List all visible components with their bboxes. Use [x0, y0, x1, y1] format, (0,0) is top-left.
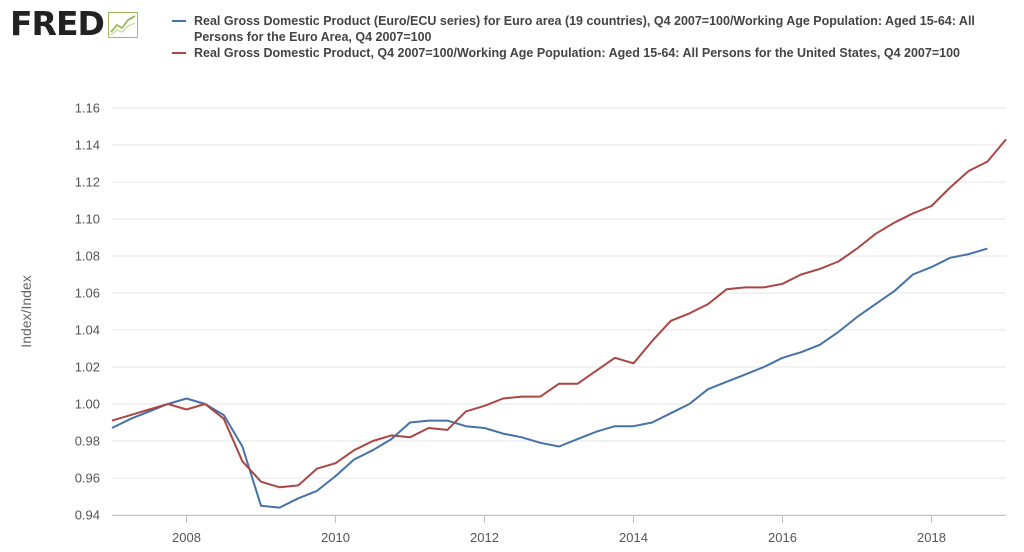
- series-line-united-states[interactable]: [111, 138, 1007, 489]
- y-tick-label: 1.06: [75, 286, 100, 301]
- legend-label-united-states: Real Gross Domestic Product, Q4 2007=100…: [194, 46, 960, 60]
- y-tick-label: 1.10: [75, 212, 100, 227]
- axes: [112, 515, 1006, 523]
- series-line-euro-area[interactable]: [111, 247, 988, 509]
- series-lines: [111, 138, 1007, 509]
- x-tick-label: 2012: [470, 530, 499, 545]
- y-tick-label: 1.14: [75, 138, 100, 153]
- x-tick-label: 2010: [321, 530, 350, 545]
- x-tick-label: 2014: [619, 530, 648, 545]
- chart-header: FRED Real Gross Domestic Product (Euro/E…: [0, 0, 1024, 100]
- y-tick-label: 1.12: [75, 175, 100, 190]
- legend-swatch-euro-area: [172, 20, 186, 22]
- trend-line-icon: [107, 12, 138, 38]
- chart-legend: Real Gross Domestic Product (Euro/ECU se…: [172, 13, 1012, 61]
- y-tick-label: 0.98: [75, 434, 100, 449]
- logo-text: FRED: [10, 4, 105, 43]
- x-tick-label: 2016: [768, 530, 797, 545]
- y-tick-label: 1.00: [75, 397, 100, 412]
- x-tick-label: 2008: [172, 530, 201, 545]
- legend-item-euro-area[interactable]: Real Gross Domestic Product (Euro/ECU se…: [172, 13, 1012, 45]
- tick-labels: 0.94 0.96 0.98 1.00 1.02 1.04 1.06 1.08 1.10 1.12…: [18, 101, 946, 546]
- y-tick-label: 1.04: [75, 323, 100, 338]
- y-axis-title: Index/Index: [18, 275, 34, 347]
- grid-lines: [112, 107, 1006, 516]
- y-tick-label: 1.02: [75, 360, 100, 375]
- legend-swatch-united-states: [172, 52, 186, 54]
- y-tick-label: 0.94: [75, 508, 100, 523]
- y-tick-label: 1.16: [75, 101, 100, 116]
- fred-logo[interactable]: FRED: [10, 4, 138, 44]
- legend-item-united-states[interactable]: Real Gross Domestic Product, Q4 2007=100…: [172, 45, 1012, 61]
- legend-label-euro-area: Real Gross Domestic Product (Euro/ECU se…: [194, 14, 975, 44]
- y-tick-label: 1.08: [75, 249, 100, 264]
- x-tick-label: 2018: [917, 530, 946, 545]
- y-tick-label: 0.96: [75, 471, 100, 486]
